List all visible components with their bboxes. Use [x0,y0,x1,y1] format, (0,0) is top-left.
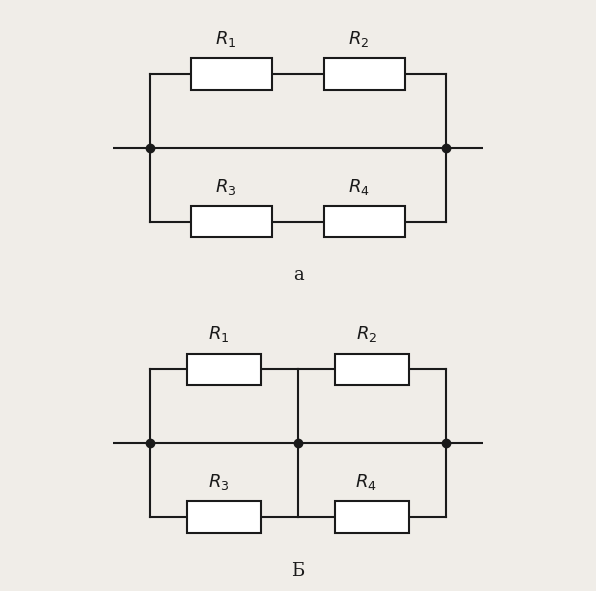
Text: $R_4$: $R_4$ [348,177,370,197]
Bar [335,501,409,533]
Bar [191,206,272,238]
Text: $R_2$: $R_2$ [348,29,370,49]
Text: $R_1$: $R_1$ [215,29,237,49]
Bar [335,353,409,385]
Text: $R_3$: $R_3$ [215,177,237,197]
Text: $R_4$: $R_4$ [355,472,377,492]
Text: $R_3$: $R_3$ [208,472,229,492]
Bar [187,353,261,385]
Text: $R_2$: $R_2$ [356,324,377,345]
Text: Б: Б [291,562,305,580]
Bar [324,206,405,238]
Bar [324,58,405,90]
Bar [187,501,261,533]
Bar [191,58,272,90]
Text: $R_1$: $R_1$ [208,324,229,345]
Text: a: a [293,267,303,284]
